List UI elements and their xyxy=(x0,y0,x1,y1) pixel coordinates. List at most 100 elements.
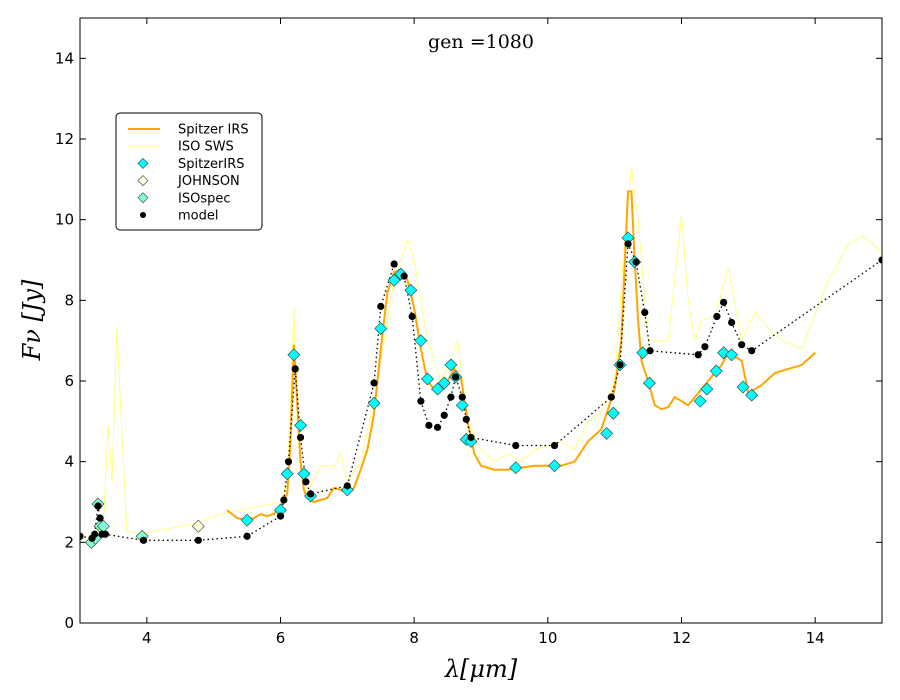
plot-frame xyxy=(79,17,883,624)
spitzer-irs-marker xyxy=(414,334,428,348)
model-point xyxy=(713,312,721,321)
model-point xyxy=(280,496,288,504)
legend: Spitzer IRS ISO SWS SpitzerIRS JOHNSON ISOsp… xyxy=(115,112,263,231)
model-point xyxy=(390,260,398,268)
model-point xyxy=(400,272,408,280)
model-point xyxy=(616,361,624,369)
legend-spitzer-irs-label: Spitzer IRS xyxy=(178,123,249,138)
chart-title: gen =1080 xyxy=(428,31,534,53)
model-point xyxy=(343,482,351,490)
model-point xyxy=(408,312,416,321)
spitzer-irs-marker xyxy=(240,513,254,527)
x-tick-label: 4 xyxy=(142,629,152,647)
x-tick-label: 6 xyxy=(276,629,286,647)
spitzer-irs-marker xyxy=(455,398,469,412)
spitzer-irs-marker xyxy=(287,348,301,362)
spitzer-irs-marker xyxy=(642,376,656,390)
x-axis-label: λ[μm] xyxy=(444,655,518,683)
x-tick-label: 14 xyxy=(806,629,825,647)
model-point xyxy=(425,421,433,429)
model-point xyxy=(728,318,736,327)
model-point xyxy=(720,298,728,306)
model-point xyxy=(302,478,310,486)
model-point xyxy=(96,514,104,522)
y-tick-label: 14 xyxy=(55,49,74,67)
model-point xyxy=(91,530,99,538)
x-tick-label: 12 xyxy=(672,629,691,647)
spitzer-irs-marker xyxy=(745,388,759,402)
model-point xyxy=(440,411,448,419)
spitzer-irs-marker xyxy=(717,346,731,360)
spitzer-irs-marker xyxy=(693,394,707,408)
model-point xyxy=(694,351,702,359)
model-point xyxy=(417,397,425,405)
y-axis-label: Fν [Jy] xyxy=(18,279,46,361)
spitzer-irs-marker xyxy=(387,273,401,287)
model-point xyxy=(462,415,470,423)
model-point xyxy=(80,532,84,540)
y-tick-label: 12 xyxy=(55,130,74,148)
spitzer-irs-marker xyxy=(700,382,714,396)
spitzer-irs-marker xyxy=(509,461,523,475)
model-point xyxy=(646,347,654,355)
model-point xyxy=(370,379,378,387)
model-point xyxy=(748,347,756,355)
legend-johnson-marker-label: JOHNSON xyxy=(177,174,240,189)
spitzer-irs-marker xyxy=(709,364,723,378)
model-point xyxy=(243,532,251,540)
model-point xyxy=(447,393,455,401)
model-point xyxy=(467,433,475,442)
model-point xyxy=(377,302,385,310)
model-point xyxy=(194,536,202,544)
legend-model-marker-label: model xyxy=(178,209,218,224)
model-point xyxy=(641,308,649,317)
model-point xyxy=(452,373,460,381)
model-point xyxy=(101,530,109,538)
spitzer-irs-marker xyxy=(367,396,381,410)
model-point xyxy=(433,423,442,431)
spitzer-irs-marker xyxy=(394,267,408,281)
spitzer-irs-marker xyxy=(437,376,451,390)
axis-ticks: 4 6 8 10 12 14 0 2 4 6 8 10 12 14 xyxy=(55,18,882,647)
spitzer-irs-marker xyxy=(280,467,294,481)
spitzer-irs-marker xyxy=(444,358,458,372)
y-tick-label: 2 xyxy=(64,533,74,551)
plot-area xyxy=(80,167,882,549)
legend-model-marker-swatch xyxy=(140,212,146,218)
y-tick-label: 6 xyxy=(64,372,74,390)
spitzer-irs-marker xyxy=(421,372,434,386)
model-point xyxy=(738,341,746,349)
johnson-marker xyxy=(191,519,205,533)
y-tick-label: 8 xyxy=(64,291,74,309)
y-tick-label: 0 xyxy=(64,614,74,632)
model-point xyxy=(458,393,466,401)
spitzer-irs-marker xyxy=(736,380,750,394)
spitzer-irs-marker xyxy=(548,459,561,473)
model-point xyxy=(296,433,305,442)
spitzer-irs-marker xyxy=(294,418,307,432)
spitzer-irs-marker xyxy=(606,406,620,420)
model-point xyxy=(94,502,102,510)
model-point xyxy=(878,256,882,264)
model-point xyxy=(607,393,615,401)
legend-iso-sws-label: ISO SWS xyxy=(178,140,234,155)
model-point xyxy=(624,240,632,248)
legend-spitzerirs-marker-label: SpitzerIRS xyxy=(178,157,245,172)
model-point xyxy=(306,490,315,498)
legend-box xyxy=(115,112,263,231)
y-tick-label: 4 xyxy=(64,453,74,471)
legend-isospec-marker-swatch xyxy=(137,192,149,204)
model-point xyxy=(276,512,285,520)
model-point xyxy=(139,536,148,544)
model-point xyxy=(512,441,520,450)
y-tick-label: 10 xyxy=(55,211,74,229)
model-point xyxy=(632,258,640,266)
model-point xyxy=(550,441,559,450)
spitzer-irs-marker xyxy=(600,427,614,440)
x-tick-label: 10 xyxy=(538,629,557,647)
legend-isospec-marker-label: ISOspec xyxy=(178,191,231,206)
model-point xyxy=(291,365,299,373)
series-iso-sws-line xyxy=(80,167,882,539)
